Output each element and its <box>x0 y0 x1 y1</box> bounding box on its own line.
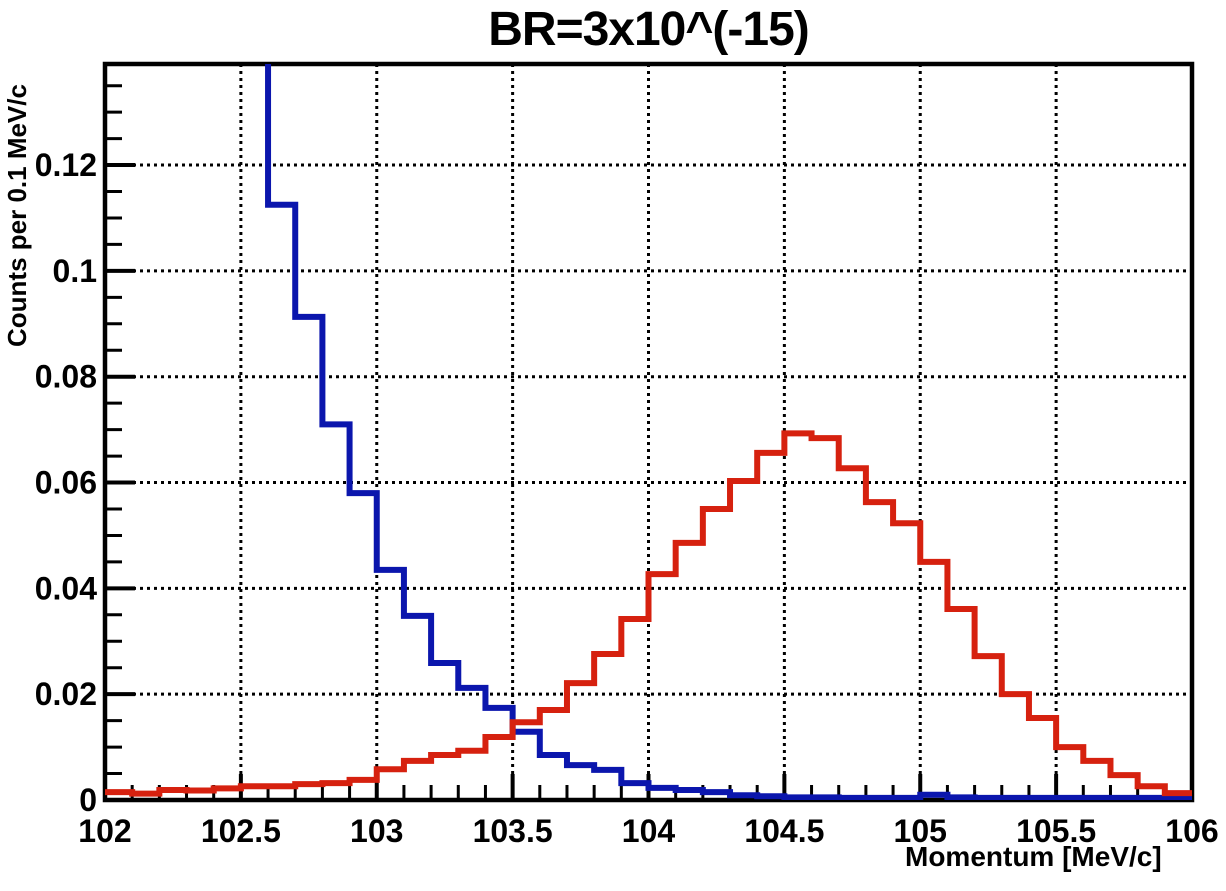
y-tick-label: 0.02 <box>35 676 97 712</box>
plot-frame <box>102 61 1195 803</box>
series-blue-falling-histogram <box>265 64 1192 800</box>
y-tick-label: 0.12 <box>35 147 97 183</box>
y-tick-label: 0 <box>79 782 97 818</box>
x-tick-label: 102.5 <box>201 813 281 849</box>
x-tick-label: 104.5 <box>744 813 824 849</box>
x-tick-label: 105.5 <box>1016 813 1096 849</box>
x-tick-label: 105 <box>894 813 947 849</box>
x-tick-label: 102 <box>78 813 131 849</box>
y-tick-label: 0.04 <box>35 570 97 606</box>
x-tick-label: 103 <box>350 813 403 849</box>
series-red-peaked-histogram <box>105 430 1192 797</box>
y-tick-label: 0.06 <box>35 465 97 501</box>
y-axis-title: Counts per 0.1 MeV/c <box>2 84 32 347</box>
y-tick-label: 0.08 <box>35 359 97 395</box>
x-tick-label: 103.5 <box>473 813 553 849</box>
x-axis-title: Momentum [MeV/c] <box>905 841 1162 872</box>
x-tick-label: 104 <box>622 813 676 849</box>
y-tick-label: 0.1 <box>53 253 97 289</box>
x-tick-label: 106 <box>1165 813 1218 849</box>
plot-title: BR=3x10^(-15) <box>488 3 810 56</box>
